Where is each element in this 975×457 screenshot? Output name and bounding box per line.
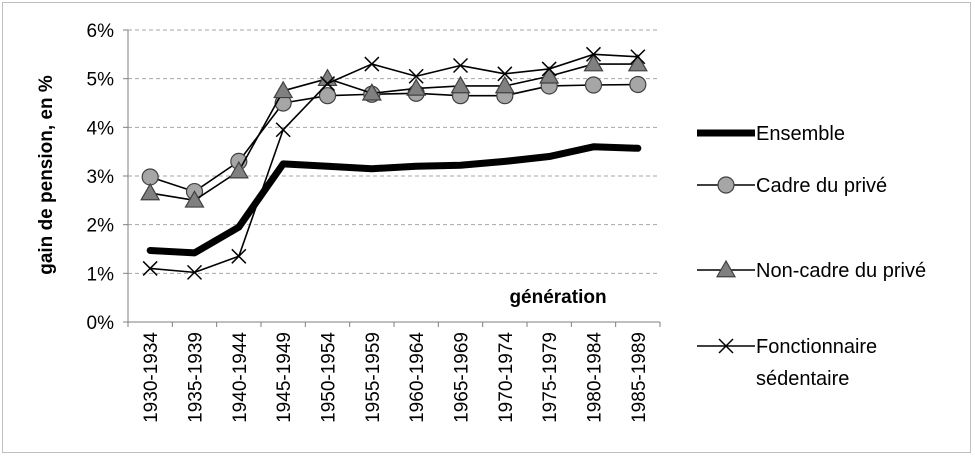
data-point-circle (318, 87, 337, 105)
x-tick-label: 1940-1944 (230, 332, 251, 423)
data-point-x (186, 264, 203, 280)
legend-label: Fonctionnaire (756, 336, 877, 358)
x-tick-label: 1965-1969 (452, 332, 473, 423)
data-point-x-stroke (452, 57, 469, 74)
x-tick-label: 1930-1934 (141, 332, 162, 423)
x-tick-label: 1960-1964 (407, 332, 428, 423)
data-point-x-stroke (231, 248, 247, 264)
data-point-triangle (140, 182, 161, 201)
y-tick-label: 3% (87, 167, 115, 188)
data-point-x (275, 122, 291, 138)
y-tick-label: 2% (87, 216, 115, 237)
data-point-triangle (273, 80, 294, 99)
series-line (146, 143, 642, 257)
y-tick-label: 5% (87, 70, 115, 91)
x-axis-title: génération (509, 287, 606, 308)
series-line (149, 53, 639, 274)
legend-item: Non-cadre du privé (697, 259, 926, 282)
x-tick-label: 1980-1984 (585, 332, 606, 423)
y-tick-label: 4% (87, 118, 115, 139)
series-2 (140, 53, 648, 208)
data-point-x-stroke (497, 66, 513, 82)
data-point-circle (717, 176, 735, 194)
data-point-x-stroke (364, 56, 380, 72)
data-point-x (319, 76, 336, 92)
data-point-x-stroke (186, 264, 203, 280)
y-tick-label: 1% (87, 264, 115, 285)
y-tick-label: 0% (87, 313, 115, 334)
data-point-triangle (450, 75, 471, 94)
data-point-x (541, 61, 557, 77)
data-point-x-stroke (408, 68, 424, 84)
data-point-x (630, 49, 646, 65)
data-point-x (585, 46, 602, 62)
legend-label: sédentaire (756, 368, 849, 390)
data-point-x-stroke (275, 122, 291, 138)
data-point-triangle (539, 66, 560, 84)
data-point-x-stroke (630, 49, 646, 65)
x-tick-label: 1975-1979 (540, 332, 561, 423)
data-point-circle (584, 76, 603, 94)
data-point-triangle (406, 78, 427, 96)
series-3 (142, 46, 646, 280)
x-tick-label: 1955-1959 (363, 332, 384, 423)
x-tick-label: 1945-1949 (274, 332, 295, 423)
x-tick-label: 1950-1954 (319, 332, 340, 423)
legend-item: Cadre du privé (697, 175, 887, 197)
data-point-circle (141, 168, 159, 186)
data-point-x-stroke (319, 76, 336, 92)
legend-label: Non-cadre du privé (756, 260, 926, 282)
data-point-x (452, 57, 469, 74)
data-point-x (718, 338, 734, 354)
data-point-triangle (494, 75, 515, 94)
x-tick-labels: 1930-1934 1935-1939 1940-1944 1945-1949 1950… (141, 332, 650, 423)
series-group (140, 46, 648, 280)
data-point-x (408, 68, 424, 84)
series-1 (141, 75, 647, 201)
data-point-triangle (361, 83, 382, 101)
y-tick-label: 6% (87, 21, 115, 42)
data-point-x (364, 56, 380, 72)
y-axis-title: gain de pension, en % (36, 75, 57, 275)
x-tick-label: 1935-1939 (186, 332, 207, 423)
x-tick-label: 1970-1974 (496, 332, 517, 423)
series-line (149, 63, 639, 202)
x-tick-label: 1985-1989 (629, 332, 650, 423)
data-point-x-stroke (718, 338, 734, 354)
data-point-x-stroke (585, 46, 602, 62)
legend: Ensemble Cadre du privé Non-cadre du privé… (697, 123, 926, 390)
legend-item: Fonctionnaire sédentaire (697, 336, 877, 390)
data-point-triangle (583, 53, 604, 72)
legend-label: Ensemble (756, 123, 845, 145)
data-point-x (142, 260, 158, 276)
legend-item: Ensemble (697, 123, 845, 145)
data-point-x (497, 66, 513, 82)
data-point-x-stroke (142, 260, 158, 276)
axes (123, 29, 661, 327)
gridlines (128, 29, 660, 274)
data-point-triangle (627, 53, 648, 72)
data-point-triangle (715, 259, 737, 278)
data-point-triangle (228, 160, 249, 179)
data-point-circle (629, 75, 647, 94)
y-tick-labels: 0% 1% 2% 3% 4% 5% 6% (87, 21, 115, 334)
series-0 (146, 143, 642, 257)
data-point-x-stroke (541, 61, 557, 77)
data-point-x (231, 248, 247, 264)
legend-label: Cadre du privé (756, 175, 887, 197)
data-point-triangle (184, 190, 205, 208)
